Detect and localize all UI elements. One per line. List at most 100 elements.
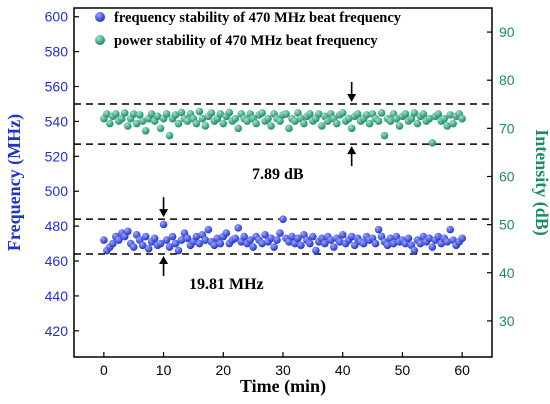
- frequency-data-point: [306, 239, 314, 248]
- power-data-point: [458, 114, 466, 123]
- frequency-data-point: [425, 234, 434, 243]
- frequency-data-point: [216, 239, 225, 248]
- right-y-axis-ticks: 30 40 50 60 70 80 90: [487, 24, 515, 329]
- power-data-point: [162, 110, 171, 118]
- right-y-tick-label: 90: [499, 24, 515, 40]
- power-data-point: [440, 114, 449, 123]
- right-y-tick-label: 80: [499, 72, 515, 88]
- frequency-data-point: [404, 234, 413, 243]
- frequency-data-point: [347, 232, 356, 241]
- power-data-point: [276, 117, 284, 125]
- left-y-tick-label: 480: [45, 218, 69, 234]
- left-y-tick-label: 440: [45, 288, 69, 304]
- left-y-tick-label: 580: [45, 44, 69, 60]
- right-y-tick-label: 30: [499, 313, 515, 329]
- frequency-data-point: [273, 236, 281, 244]
- power-data-point: [318, 122, 326, 130]
- frequency-data-point: [141, 232, 150, 241]
- power-data-point: [285, 124, 293, 133]
- frequency-data-point: [458, 234, 466, 243]
- power-data-point: [434, 110, 443, 118]
- power-data-point: [117, 114, 126, 123]
- arrow-head: [159, 209, 169, 218]
- power-data-point: [183, 117, 192, 125]
- power-data-point: [201, 122, 210, 130]
- frequency-data-point: [171, 239, 180, 248]
- frequency-data-point: [416, 239, 425, 248]
- power-data-point: [243, 117, 251, 125]
- power-data-point: [377, 109, 386, 117]
- power-data-point: [294, 109, 302, 117]
- power-data-point: [225, 108, 234, 117]
- power-data-point: [177, 108, 186, 117]
- right-y-tick-label: 40: [499, 265, 515, 281]
- x-axis-ticks: 0 10 20 30 40 50 60: [100, 352, 470, 378]
- power-series: [100, 107, 466, 147]
- power-data-point: [138, 117, 147, 125]
- power-data-point: [198, 114, 207, 123]
- frequency-data-point: [329, 243, 338, 251]
- frequency-data-point: [159, 220, 168, 229]
- power-data-point: [407, 114, 416, 123]
- power-data-point: [252, 119, 260, 128]
- frequency-data-point: [210, 241, 219, 250]
- right-y-axis-title: Intensity (dB): [531, 129, 550, 236]
- power-data-point: [338, 109, 347, 117]
- power-data-point: [195, 107, 204, 116]
- frequency-data-point: [129, 243, 138, 251]
- frequency-data-point: [443, 238, 452, 246]
- frequency-data-point: [114, 236, 123, 244]
- left-y-tick-label: 460: [45, 253, 69, 269]
- frequency-data-point: [231, 234, 240, 243]
- frequency-data-point: [165, 243, 174, 251]
- x-tick-label: 0: [100, 362, 108, 378]
- frequency-data-point: [246, 236, 254, 244]
- left-y-tick-label: 500: [45, 183, 69, 199]
- power-data-point: [153, 112, 162, 121]
- frequency-data-point: [410, 246, 419, 255]
- power-data-point: [129, 110, 138, 118]
- frequency-data-point: [297, 241, 305, 250]
- power-data-point: [258, 109, 266, 117]
- left-y-axis-ticks: 420 440 460 480 500 520 540 560 580 600: [45, 9, 79, 339]
- legend-label-power: power stability of 470 MHz beat frequenc…: [114, 33, 378, 49]
- power-data-point: [267, 122, 275, 130]
- frequency-data-point: [321, 239, 329, 248]
- legend-label-frequency: frequency stability of 470 MHz beat freq…: [114, 10, 402, 26]
- x-tick-label: 10: [156, 362, 172, 378]
- power-data-point: [141, 126, 150, 135]
- power-data-point: [323, 117, 332, 125]
- x-tick-label: 40: [335, 362, 351, 378]
- x-tick-label: 20: [215, 362, 231, 378]
- right-y-tick-label: 70: [499, 120, 515, 136]
- power-data-point: [344, 114, 353, 123]
- left-y-tick-label: 540: [45, 113, 69, 129]
- frequency-data-point: [123, 227, 132, 236]
- power-data-point: [443, 122, 452, 130]
- frequency-data-point: [150, 234, 159, 243]
- power-data-point: [365, 119, 374, 128]
- power-data-point: [282, 110, 290, 118]
- frequency-data-point: [168, 232, 177, 241]
- power-data-point: [386, 117, 395, 125]
- power-data-point: [156, 124, 165, 133]
- frequency-series: [100, 215, 466, 255]
- frequency-data-point: [261, 231, 269, 239]
- frequency-data-point: [177, 236, 186, 244]
- frequency-data-point: [192, 232, 201, 241]
- power-data-point: [446, 111, 455, 119]
- power-data-point: [300, 119, 308, 128]
- frequency-data-point: [222, 229, 231, 237]
- power-data-point: [419, 110, 428, 118]
- frequency-data-point: [240, 232, 248, 241]
- frequency-data-point: [312, 246, 320, 255]
- frequency-data-point: [109, 239, 117, 248]
- frequency-data-point: [288, 232, 296, 241]
- frequency-data-point: [383, 241, 392, 250]
- left-y-tick-label: 600: [45, 9, 69, 25]
- power-data-point: [392, 114, 401, 123]
- frequency-data-point: [276, 229, 284, 237]
- power-data-point: [165, 131, 174, 140]
- power-data-point: [362, 111, 371, 119]
